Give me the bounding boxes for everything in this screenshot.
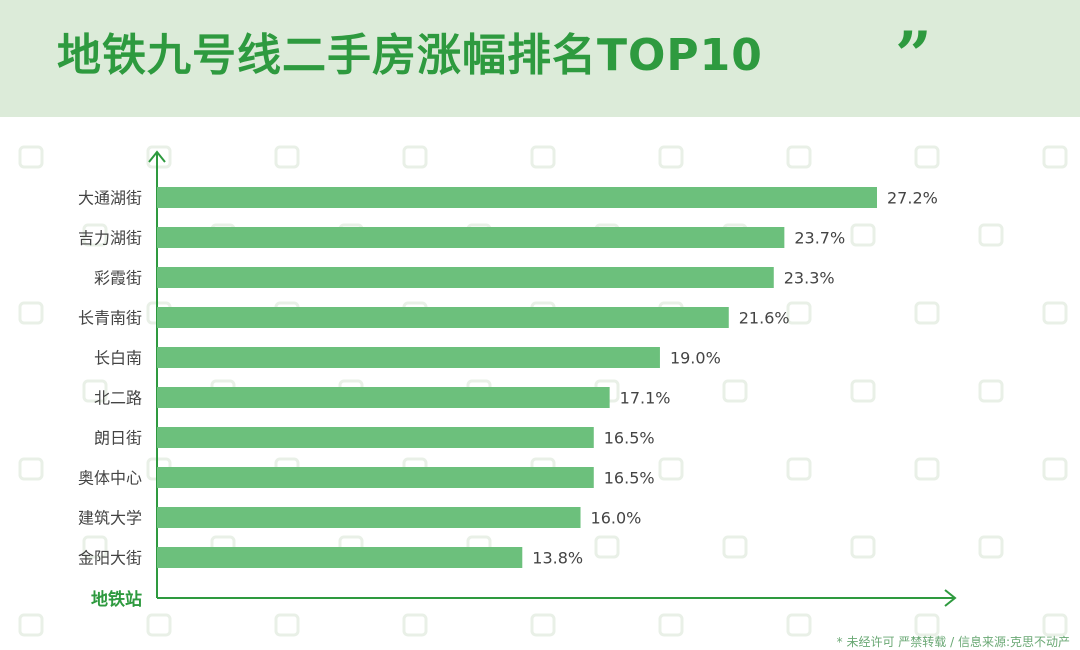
category-label: 彩霞街 [94, 269, 142, 288]
watermark-mark [1042, 301, 1068, 325]
watermark-mark [850, 379, 876, 403]
bar [157, 467, 594, 488]
bar-chart: 大通湖街 27.2% 吉力湖街 23.7% 彩霞街 23.3% 长青南街 21.6% 长白南 19… [18, 145, 1068, 637]
watermark-mark [722, 535, 748, 559]
watermark-mark [1042, 457, 1068, 481]
watermark-mark [146, 145, 172, 169]
watermark-mark [402, 613, 428, 637]
value-label: 16.5% [604, 429, 655, 448]
category-label: 建筑大学 [78, 509, 142, 528]
watermark-mark [658, 613, 684, 637]
value-label: 23.3% [784, 269, 835, 288]
value-label: 19.0% [670, 349, 721, 368]
watermark-mark [530, 613, 556, 637]
watermark-mark [786, 613, 812, 637]
watermark-mark [786, 145, 812, 169]
watermark-mark [914, 145, 940, 169]
watermark-mark [978, 379, 1004, 403]
watermark-mark [594, 535, 620, 559]
y-axis-arrow [148, 150, 166, 163]
quote-mark-decoration: ” [895, 18, 932, 93]
bar [157, 307, 729, 328]
watermark-mark [402, 145, 428, 169]
watermark-mark [850, 535, 876, 559]
watermark-mark [146, 613, 172, 637]
watermark-mark [914, 613, 940, 637]
watermark-mark [18, 613, 44, 637]
watermark-mark [18, 301, 44, 325]
watermark-mark [18, 145, 44, 169]
watermark-mark [1042, 145, 1068, 169]
watermark-mark [914, 301, 940, 325]
watermark-mark [1042, 613, 1068, 637]
watermark-mark [658, 145, 684, 169]
watermark-mark [274, 145, 300, 169]
bar [157, 187, 877, 208]
bar [157, 267, 774, 288]
category-label: 金阳大街 [78, 549, 142, 568]
value-label: 17.1% [620, 389, 671, 408]
category-label: 长青南街 [78, 309, 142, 328]
watermark-mark [82, 535, 108, 559]
watermark-mark [530, 145, 556, 169]
x-axis-arrow [944, 589, 957, 607]
bar [157, 547, 523, 568]
watermark-mark [978, 223, 1004, 247]
watermark-mark [786, 457, 812, 481]
watermark-mark [978, 535, 1004, 559]
bar [157, 507, 581, 528]
category-label: 吉力湖街 [78, 229, 142, 248]
y-axis-title: 地铁站 [91, 589, 142, 610]
value-label: 23.7% [794, 229, 845, 248]
watermark-mark [722, 379, 748, 403]
watermark-mark [274, 613, 300, 637]
category-label: 大通湖街 [78, 189, 142, 208]
value-label: 13.8% [532, 549, 583, 568]
category-label: 长白南 [94, 349, 142, 368]
category-label: 朗日街 [94, 429, 142, 448]
value-label: 16.5% [604, 469, 655, 488]
watermark-mark [82, 379, 108, 403]
bar [157, 347, 660, 368]
bar [157, 427, 594, 448]
footnote: * 未经许可 严禁转载 / 信息来源:克思不动产 [836, 635, 1070, 649]
category-label: 奥体中心 [78, 469, 142, 488]
watermark-mark [786, 301, 812, 325]
bar [157, 387, 610, 408]
watermark-mark [658, 457, 684, 481]
category-label: 北二路 [94, 389, 142, 408]
title-banner: 地铁九号线二手房涨幅排名TOP10 ” [0, 0, 1080, 117]
value-label: 27.2% [887, 189, 938, 208]
value-label: 21.6% [739, 309, 790, 328]
value-label: 16.0% [591, 509, 642, 528]
chart-title: 地铁九号线二手房涨幅排名TOP10 [57, 30, 763, 81]
bar [157, 227, 785, 248]
watermark-mark [18, 457, 44, 481]
watermark-mark [914, 457, 940, 481]
watermark-mark [850, 223, 876, 247]
watermark-mark [82, 223, 108, 247]
